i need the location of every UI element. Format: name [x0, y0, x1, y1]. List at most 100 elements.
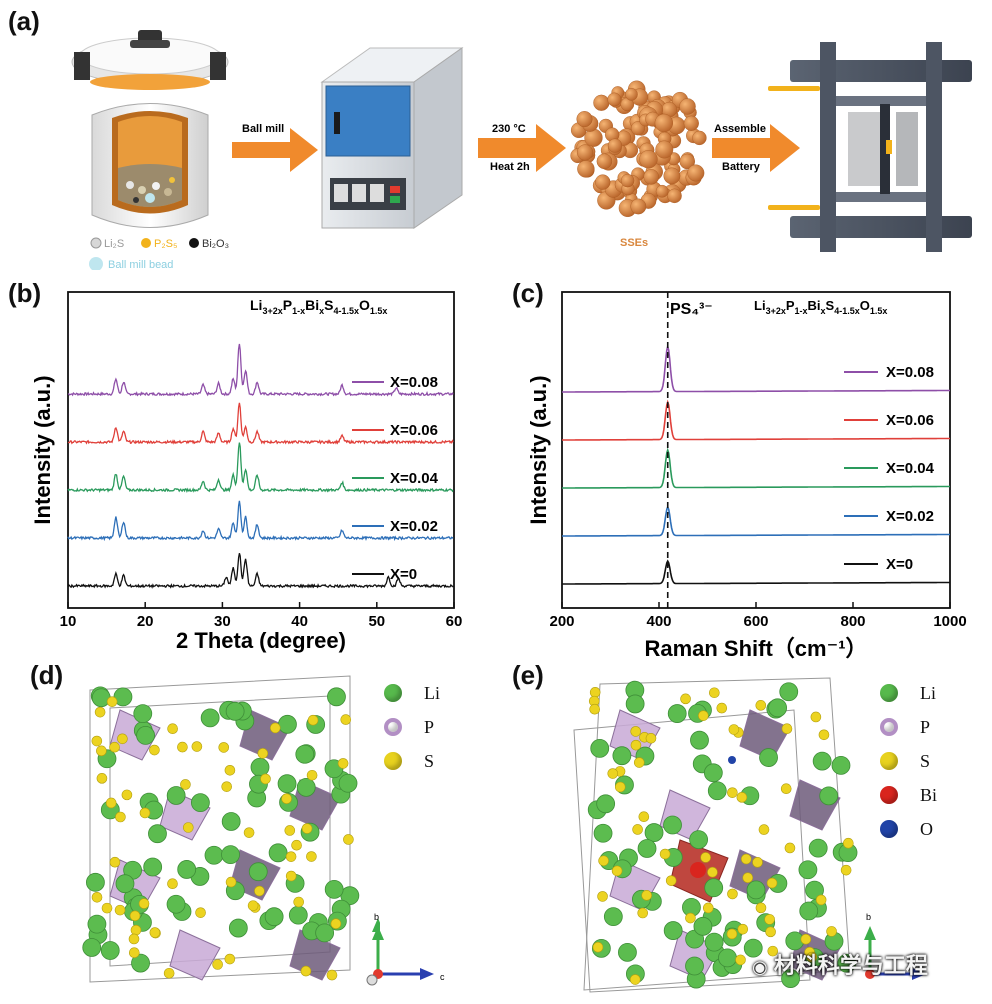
- li-atom: [690, 730, 709, 750]
- step2-time: Heat 2h: [490, 161, 530, 173]
- legend-label: X=0: [886, 556, 913, 573]
- li-atom: [805, 880, 824, 900]
- s-atom: [128, 933, 140, 945]
- s-atom: [781, 723, 793, 735]
- s-atom: [149, 927, 161, 938]
- synthesis-schematic: Li₂S P₂S₅ Bi₂O₃ Ball mill bead Ball mill…: [71, 30, 972, 270]
- s-atom: [784, 842, 796, 854]
- li-atom: [268, 843, 288, 863]
- s-atom: [167, 878, 178, 890]
- arrow-icon: [864, 926, 876, 940]
- s-atom: [764, 914, 775, 925]
- raman-chart: X=0.08 X=0.06 X=0.04 X=0.02 X=0 200 400 600 800…: [526, 291, 967, 661]
- li-atom: [768, 698, 787, 718]
- s-atom: [755, 902, 767, 914]
- legend-item: Li: [880, 676, 937, 710]
- li-atom: [812, 751, 832, 771]
- axis-b-label: b: [374, 912, 379, 922]
- s-atom: [257, 748, 269, 759]
- s-atom: [611, 865, 623, 877]
- s-atom: [737, 923, 749, 935]
- s-atom: [243, 827, 255, 838]
- s-atom: [180, 779, 191, 790]
- x-axis-label: Raman Shift（cm⁻¹）: [644, 636, 867, 661]
- panel-label-c: (c): [512, 278, 544, 308]
- battery-press-icon: [768, 42, 972, 252]
- atom-dot-icon: [880, 752, 898, 770]
- legend-item: Bi: [880, 778, 937, 812]
- atom-dot-icon: [880, 820, 898, 838]
- li-atom: [689, 830, 709, 850]
- formula-c: Li3+2xP1-xBixS4-1.5xO1.5x: [754, 298, 887, 316]
- li-atom: [221, 812, 241, 831]
- s-atom: [589, 703, 600, 715]
- bi-atom: [690, 862, 706, 878]
- x-tick-label: 800: [840, 613, 865, 630]
- s-atom: [138, 898, 150, 909]
- li-atom: [596, 794, 616, 814]
- li-atom: [625, 694, 645, 714]
- li-atom: [327, 687, 346, 707]
- s-atom: [685, 912, 696, 924]
- s-atom: [638, 811, 650, 823]
- legend-label: O: [920, 818, 933, 839]
- p2s5-dot-icon: [141, 238, 151, 248]
- s-atom: [597, 891, 608, 902]
- xrd-chart: X=0.08 X=0.06 X=0.04 X=0.02 X=0 10 20 30 40 50 60…: [30, 291, 463, 653]
- li-atom: [718, 948, 737, 968]
- step3-assemble: Assemble: [714, 123, 766, 135]
- s-atom: [752, 857, 763, 868]
- legend-item: S: [384, 744, 440, 778]
- s-atom: [281, 793, 292, 805]
- atom-dot-icon: [384, 752, 402, 770]
- x-axis-label: 2 Theta (degree): [176, 628, 346, 653]
- legend-label: S: [920, 750, 931, 771]
- s-atom: [709, 687, 720, 699]
- s-atom: [291, 839, 302, 851]
- x-tick-label: 1000: [933, 613, 966, 630]
- x-tick-label: 30: [214, 613, 231, 630]
- s-atom: [659, 848, 671, 860]
- s-atom: [637, 907, 649, 919]
- s-atom: [163, 967, 175, 979]
- li-atom: [663, 921, 683, 940]
- s-atom: [307, 714, 319, 726]
- s-atom: [767, 945, 779, 957]
- s-atom: [742, 872, 754, 884]
- legend-d: Li P S: [384, 676, 440, 778]
- x-tick-label: 20: [137, 613, 154, 630]
- s-atom: [139, 807, 151, 819]
- x-tick-label: 60: [446, 613, 463, 630]
- s-atom: [716, 702, 728, 714]
- x-tick-label: 10: [60, 613, 77, 630]
- li-atom: [338, 773, 358, 793]
- legend-label: X=0: [390, 566, 417, 583]
- reagent-bi2o3: Bi₂O₃: [202, 238, 229, 250]
- s-atom: [698, 710, 709, 721]
- s-atom: [727, 787, 738, 798]
- li-atom: [707, 781, 727, 801]
- legend-label: P: [424, 716, 435, 737]
- x-tick-label: 40: [291, 613, 308, 630]
- s-atom: [707, 866, 718, 878]
- s-atom: [598, 855, 609, 867]
- li-atom: [277, 774, 297, 794]
- li-atom: [644, 823, 664, 842]
- li2s-dot-icon: [90, 237, 102, 249]
- s-atom: [702, 902, 714, 914]
- s-atom: [117, 733, 128, 745]
- li-atom: [200, 708, 220, 728]
- s-atom: [106, 696, 118, 707]
- s-atom: [755, 700, 767, 711]
- series-line: [562, 447, 950, 489]
- arrow-icon: [232, 128, 318, 172]
- s-atom: [149, 744, 160, 756]
- s-atom: [94, 706, 106, 718]
- s-atom: [121, 789, 133, 801]
- s-atom: [284, 825, 296, 836]
- panel-label-a: (a): [8, 6, 40, 36]
- s-atom: [254, 885, 265, 897]
- li-atom: [819, 786, 839, 806]
- li-atom: [136, 725, 155, 745]
- s-atom: [224, 953, 236, 965]
